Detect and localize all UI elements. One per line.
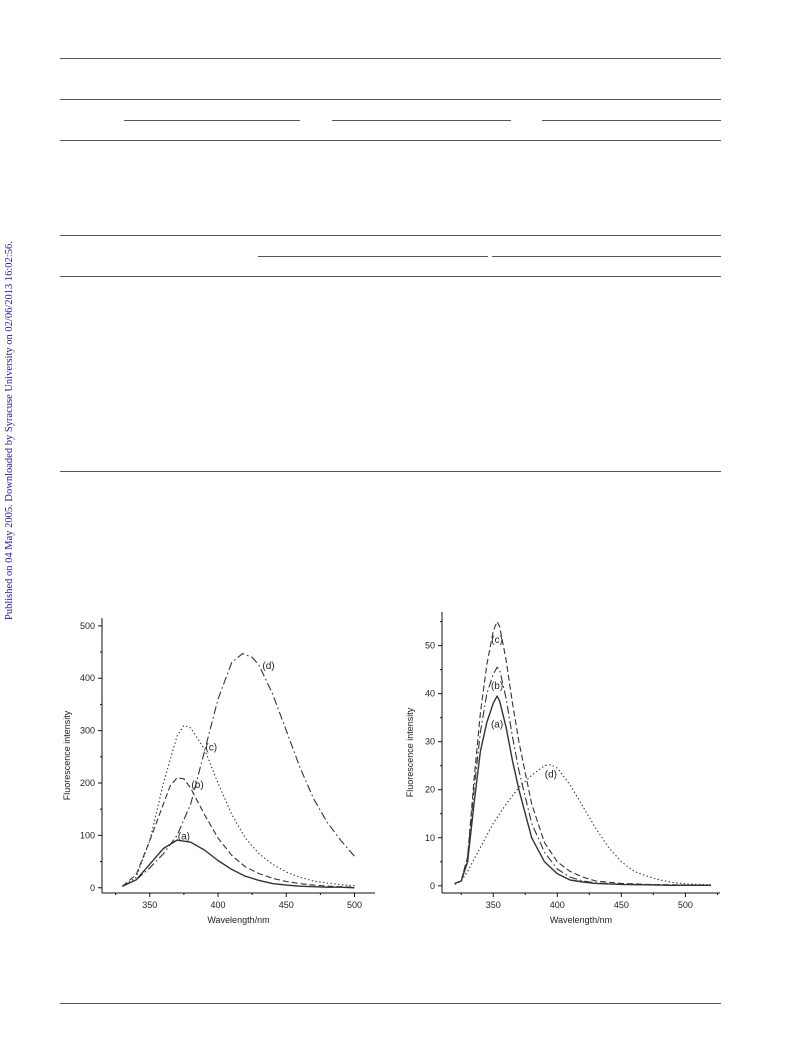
series-label-d: (d) <box>262 661 274 672</box>
y-tick-label: 40 <box>425 689 435 699</box>
x-tick-label: 350 <box>486 900 501 910</box>
series-line-a <box>454 695 711 886</box>
x-tick-label: 450 <box>279 900 294 910</box>
series-line-d <box>122 653 355 887</box>
y-tick-label: 20 <box>425 785 435 795</box>
table1-group-rule-1 <box>124 120 300 121</box>
x-tick-label: 400 <box>211 900 226 910</box>
x-tick-label: 450 <box>614 900 629 910</box>
table1-header-rule <box>60 99 721 100</box>
y-axis-title: Fluorescence intensity <box>62 710 72 800</box>
chart-right: 350 400 450 500 0 10 20 30 40 50 Wavelength/nm Fluo… <box>405 612 720 925</box>
table2-header-rule <box>60 276 721 277</box>
series-line-b <box>454 666 711 886</box>
x-axis-title: Wavelength/nm <box>207 915 269 925</box>
series-line-b <box>122 777 355 888</box>
x-tick-label: 400 <box>550 900 565 910</box>
y-tick-label: 300 <box>80 726 95 736</box>
series-label-a: (a) <box>178 832 190 843</box>
series-line-c <box>454 621 712 886</box>
chart-left: 350 400 450 500 0 100 200 300 400 500 Wavelength/n… <box>62 618 375 925</box>
x-tick-label: 350 <box>142 900 157 910</box>
series-line-a <box>122 839 355 889</box>
x-axis-title: Wavelength/nm <box>550 915 612 925</box>
table2-top-rule <box>60 235 721 236</box>
table1-group-rule-3 <box>542 120 721 121</box>
series-label-c: (c) <box>205 743 217 754</box>
y-tick-label: 400 <box>80 673 95 683</box>
y-axis-title: Fluorescence intensity <box>405 707 415 797</box>
y-tick-label: 200 <box>80 778 95 788</box>
y-tick-label: 0 <box>430 881 435 891</box>
table2-group-rule-1 <box>258 256 488 257</box>
y-tick-label: 50 <box>425 641 435 651</box>
series-label-d: (d) <box>545 770 557 781</box>
series-line-c <box>122 724 355 888</box>
page-footer-rule <box>60 1003 721 1004</box>
series-label-b: (b) <box>191 780 203 791</box>
table1-bottom-rule <box>60 140 721 141</box>
series-label-b: (b) <box>491 681 503 692</box>
table1-top-rule <box>60 58 721 59</box>
y-tick-label: 0 <box>90 883 95 893</box>
table1-group-rule-2 <box>332 120 511 121</box>
x-tick-label: 500 <box>678 900 693 910</box>
y-tick-label: 10 <box>425 833 435 843</box>
series-label-a: (a) <box>491 719 503 730</box>
y-tick-label: 500 <box>80 621 95 631</box>
table2-bottom-rule <box>60 471 721 472</box>
series-line-d <box>454 764 712 886</box>
y-tick-label: 30 <box>425 737 435 747</box>
y-tick-label: 100 <box>80 830 95 840</box>
series-label-c: (c) <box>491 635 503 646</box>
table2-group-rule-2 <box>492 256 721 257</box>
x-tick-label: 500 <box>347 900 362 910</box>
